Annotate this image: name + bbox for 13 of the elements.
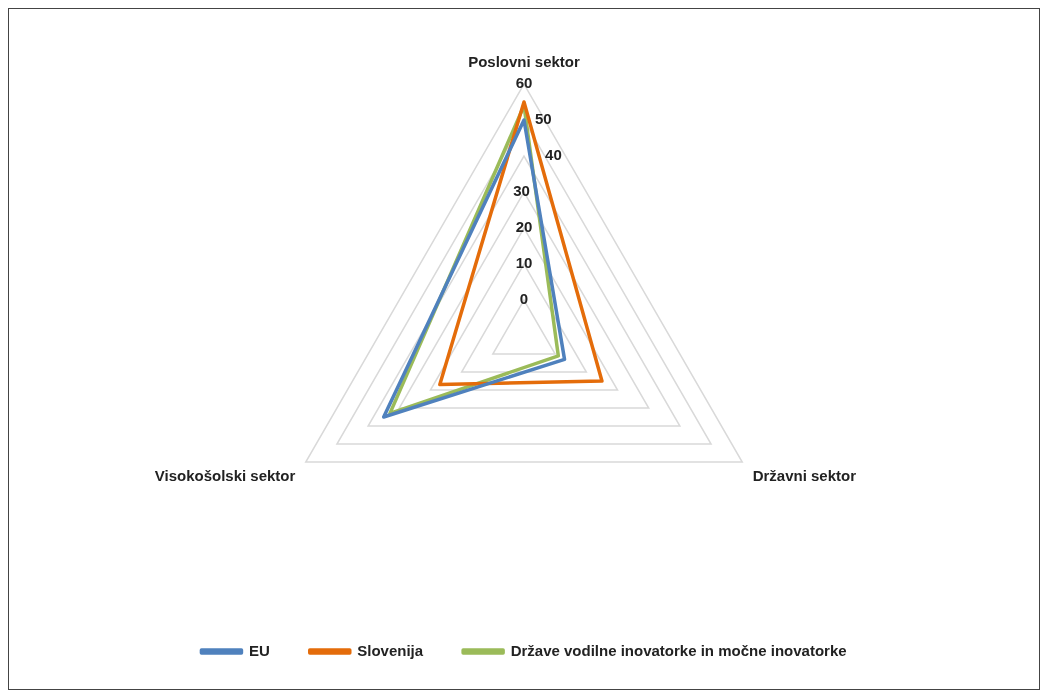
spoke-label: Poslovni sektor [468, 53, 581, 71]
y-tick-label: 20 [515, 218, 533, 236]
legend-label: Države vodilne inovatorke in močne inovatorke [510, 641, 847, 659]
y-tick-label: 0 [519, 290, 529, 308]
spoke-label: Državni sektor [752, 467, 857, 485]
y-tick-label: 60 [515, 74, 533, 92]
y-tick-label: 10 [515, 254, 533, 272]
legend-label: EU [248, 641, 270, 659]
legend-label: Slovenija [357, 641, 424, 659]
spoke-label: Visokošolski sektor [154, 467, 296, 485]
y-tick-label: 40 [545, 146, 562, 164]
y-tick-label: 30 [513, 182, 530, 200]
y-tick-label: 50 [535, 110, 552, 128]
